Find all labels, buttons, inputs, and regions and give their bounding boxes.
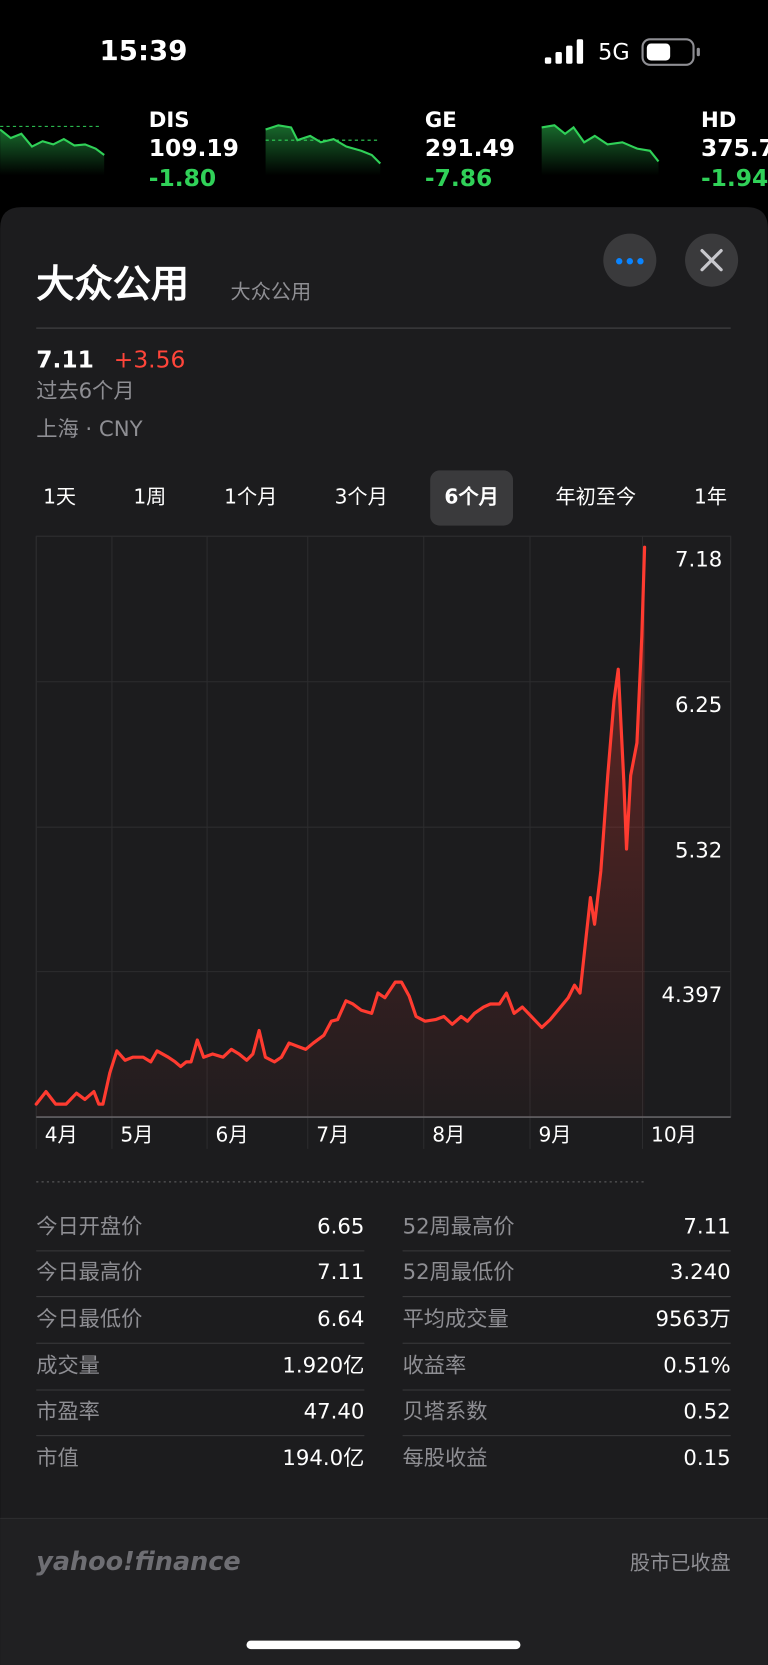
stat-value: 6.65: [317, 1215, 364, 1240]
stat-value: 0.52: [683, 1399, 730, 1424]
stat-label: 52周最高价: [403, 1215, 515, 1240]
period-label: 过去6个月: [36, 379, 134, 404]
stat-value: 1.920亿: [282, 1354, 364, 1379]
stat-label: 52周最低价: [403, 1260, 515, 1285]
ticker-symbol: DIS: [149, 108, 190, 133]
x-tick-label: 9月: [538, 1123, 571, 1147]
stat-label: 成交量: [36, 1354, 100, 1379]
detail-card: [0, 207, 768, 1665]
range-tabs: 1天 1周 1个月 3个月 6个月 年初至今 1年: [43, 470, 727, 526]
price-chart: 4月 5月 6月 7月 8月 9月 10月 7.18 6.25 5.32 4.397: [34, 535, 732, 1149]
x-tick-label: 4月: [45, 1123, 78, 1147]
x-tick-label: 5月: [120, 1123, 153, 1147]
price-line: [34, 545, 647, 1106]
range-tab[interactable]: 1年: [694, 485, 727, 509]
battery-icon: [641, 38, 700, 66]
stat-label: 今日最低价: [36, 1307, 142, 1332]
x-tick-label: 10月: [651, 1123, 697, 1147]
stat-value: 0.51%: [663, 1354, 730, 1379]
stat-value: 0.15: [683, 1446, 730, 1471]
y-tick-label: 6.25: [675, 693, 722, 718]
ticker-price: 109.19: [149, 134, 239, 162]
range-tab[interactable]: 1个月: [224, 485, 277, 509]
stat-label: 今日开盘价: [36, 1215, 142, 1240]
home-indicator: [246, 1640, 521, 1650]
range-tab[interactable]: 1天: [43, 485, 76, 509]
close-button[interactable]: [685, 233, 739, 287]
ticker-price: 291.49: [425, 134, 515, 162]
ticker-price: 375.7: [701, 134, 768, 162]
y-tick-label: 7.18: [675, 548, 722, 573]
stat-label: 市盈率: [36, 1399, 100, 1424]
range-tab[interactable]: 1周: [133, 485, 166, 509]
ticker-change: -1.94: [701, 164, 768, 192]
stat-value: 7.11: [683, 1215, 730, 1240]
footer-brand: yahoo!finance: [36, 1547, 240, 1577]
stat-value: 47.40: [304, 1399, 365, 1424]
ticker-change: -7.86: [425, 164, 492, 192]
signal-icon: [544, 39, 584, 64]
more-button[interactable]: [603, 233, 657, 287]
price-change: +3.56: [114, 346, 186, 374]
stat-value: 194.0亿: [282, 1446, 364, 1471]
stat-label: 每股收益: [403, 1446, 488, 1471]
exchange-label: 上海 · CNY: [36, 417, 142, 442]
y-tick-label: 4.397: [661, 983, 722, 1008]
x-tick-label: 8月: [432, 1123, 465, 1147]
range-tab[interactable]: 6个月: [444, 485, 498, 509]
ticker-sparklines: [0, 124, 660, 176]
y-tick-label: 5.32: [675, 839, 722, 864]
stat-label: 收益率: [403, 1354, 467, 1379]
ticker-symbol: HD: [701, 108, 736, 133]
range-tab[interactable]: 3个月: [335, 485, 388, 509]
stat-value: 3.240: [670, 1260, 731, 1285]
range-tab[interactable]: 年初至今: [556, 485, 637, 509]
stat-label: 贝塔系数: [403, 1399, 488, 1424]
status-network: 5G: [598, 40, 629, 66]
stat-value: 7.11: [317, 1260, 364, 1285]
status-time: 15:39: [100, 34, 188, 67]
stat-value: 9563万: [655, 1307, 730, 1332]
price-area: [36, 547, 645, 1118]
ticker-symbol: GE: [425, 108, 457, 133]
last-price: 7.11: [36, 346, 94, 374]
x-tick-label: 7月: [316, 1123, 349, 1147]
x-tick-label: 6月: [216, 1123, 249, 1147]
stat-value: 6.64: [317, 1307, 364, 1332]
stock-subtitle: 大众公用: [231, 280, 312, 304]
market-status: 股市已收盘: [630, 1551, 731, 1575]
ticker-change: -1.80: [149, 164, 216, 192]
stat-label: 平均成交量: [403, 1307, 509, 1332]
stat-label: 市值: [36, 1446, 78, 1471]
tab-highlight: [430, 470, 514, 526]
stock-title: 大众公用: [36, 263, 189, 307]
stat-label: 今日最高价: [36, 1260, 142, 1285]
